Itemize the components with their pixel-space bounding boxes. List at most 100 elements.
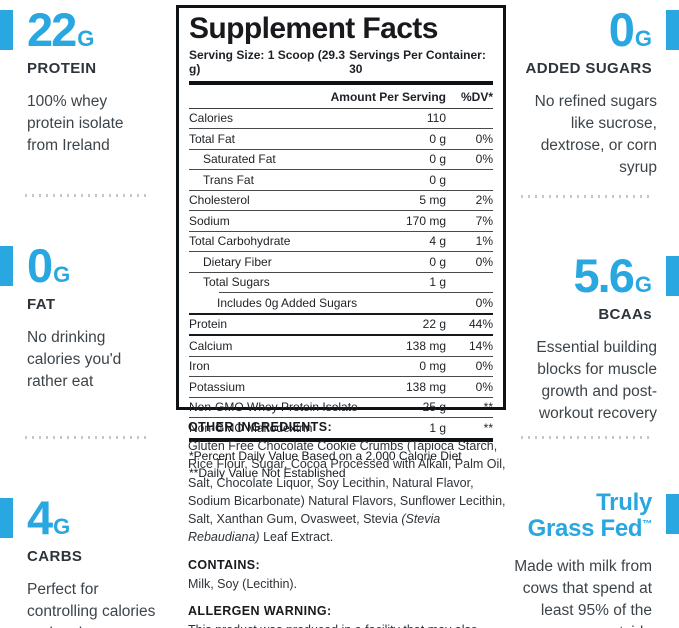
- stat-fat-number: 0 G: [27, 242, 170, 289]
- ingredients-text-end: Leaf Extract.: [259, 530, 334, 545]
- stat-grass-fed: Truly Grass Fed™ Made with milk from cow…: [509, 490, 652, 628]
- row-separator: [189, 210, 493, 211]
- row-separator: [189, 271, 493, 273]
- stat-description: Essential building blocks for muscle gro…: [536, 339, 657, 422]
- nutrient-amount: 5 mg: [419, 193, 446, 207]
- nutrient-row: Potassium 138 mg 0%: [189, 377, 493, 397]
- nutrient-name: Cholesterol: [189, 193, 250, 207]
- nutrient-dv: **: [483, 420, 493, 435]
- section-heading: CONTAINS:: [188, 557, 261, 572]
- nutrient-row: Dietary Fiber 0 g 0%: [189, 252, 493, 272]
- ingredients-text: Gluten Free Chocolate Cookie Crumbs (Tap…: [188, 439, 506, 526]
- nutrient-dv: 0%: [475, 254, 493, 269]
- nutrient-amount: 0 mg: [419, 359, 446, 373]
- nutrient-name: Trans Fat: [203, 172, 254, 187]
- thick-rule: [189, 437, 493, 442]
- nutrient-dv: 14%: [468, 338, 493, 353]
- accent-bar-carbs: [0, 498, 13, 538]
- stat-protein-number: 22 G: [27, 6, 170, 53]
- nutrient-amount: 138 mg: [405, 379, 446, 394]
- dotted-divider: [521, 195, 653, 198]
- stat-unit: G: [634, 26, 652, 51]
- nutrient-row: Cholesterol 5 mg 2%: [189, 191, 493, 211]
- section-body: This product was produced in a facility …: [188, 621, 508, 628]
- nutrient-name: Sodium: [189, 213, 230, 228]
- accent-bar-bcaas: [666, 256, 679, 296]
- stat-label: BCAAs: [598, 306, 652, 323]
- accent-bar-fat: [0, 246, 13, 286]
- stat-label: FAT: [27, 296, 56, 313]
- stat-value: 0: [27, 239, 53, 292]
- nutrient-name: Iron: [189, 359, 210, 373]
- stat-fat: 0 G FAT No drinking calories you'd rathe…: [27, 242, 170, 393]
- row-separator: [189, 334, 493, 336]
- nutrient-dv: 44%: [468, 317, 493, 331]
- stat-carbs-number: 4 G: [27, 494, 170, 541]
- nutrient-row: Total Fat 0 g 0%: [189, 129, 493, 149]
- section-heading: OTHER INGREDIENTS:: [188, 420, 333, 434]
- row-separator: [219, 292, 493, 293]
- footnotes: *Percent Daily Value Based on a 2,000 Ca…: [189, 442, 493, 483]
- nutrient-amount: 25 g: [422, 400, 446, 414]
- stat-value: 4: [27, 491, 53, 544]
- footnote-dv-basis: *Percent Daily Value Based on a 2,000 Ca…: [189, 448, 462, 463]
- nutrient-name: Non-GMO Whey Protein Isolate: [189, 400, 358, 414]
- nutrient-name: Calories: [189, 111, 234, 125]
- column-header-amount: Amount Per Serving: [330, 89, 446, 104]
- section-body: Gluten Free Chocolate Cookie Crumbs (Tap…: [188, 437, 508, 547]
- stat-label: ADDED SUGARS: [525, 60, 652, 77]
- footnote-dv-not-established: **Daily Value Not Established: [189, 465, 346, 480]
- nutrient-dv: 1%: [475, 234, 493, 248]
- stat-description: No refined sugars like sucrose, dextrose…: [534, 93, 657, 176]
- stat-bcaas-number: 5.6 G: [509, 252, 652, 299]
- nutrient-row: Trans Fat 0 g: [189, 170, 493, 190]
- nutrient-row: Sodium 170 mg 7%: [189, 211, 493, 231]
- nutrient-row: Saturated Fat 0 g 0%: [189, 150, 493, 170]
- stat-description: No drinking calories you'd rather eat: [27, 329, 122, 390]
- nutrient-row: Calcium 138 mg 14%: [189, 336, 493, 356]
- accent-bar-protein: [0, 10, 13, 50]
- stat-bcaas: 5.6 G BCAAs Essential building blocks fo…: [509, 252, 657, 425]
- nutrient-dv: 0%: [475, 131, 493, 146]
- nutrient-name: Protein: [189, 317, 228, 331]
- stat-unit: G: [77, 26, 95, 51]
- nutrient-dv: 0%: [475, 379, 493, 394]
- stat-value: 5.6: [573, 249, 635, 302]
- row-separator: [189, 128, 493, 129]
- nutrient-name: Potassium: [189, 379, 246, 394]
- row-separator: [189, 312, 493, 315]
- nutrient-amount: 0 g: [429, 131, 446, 146]
- nutrient-amount: 22 g: [422, 317, 446, 331]
- nutrient-name: Total Sugars: [203, 275, 270, 289]
- stat-carbs: 4 G CARBS Perfect for controlling calori…: [27, 494, 170, 628]
- nutrient-dv: 0%: [475, 152, 493, 166]
- section-heading: ALLERGEN WARNING:: [188, 603, 332, 618]
- accent-bar-grass-fed: [666, 494, 679, 534]
- row-separator: [189, 251, 493, 252]
- trademark-symbol: ™: [642, 518, 652, 530]
- info-sections: OTHER INGREDIENTS: Gluten Free Chocolate…: [188, 420, 508, 628]
- dotted-divider: [25, 194, 151, 197]
- nutrient-amount: 0 g: [429, 152, 446, 166]
- stat-unit: G: [634, 272, 652, 297]
- nutrient-row: Iron 0 mg 0%: [189, 357, 493, 377]
- ingredients-latin-name: (Stevia Rebaudiana): [188, 512, 441, 545]
- stat-description: 100% whey protein isolate from Ireland: [27, 93, 124, 154]
- stat-label: PROTEIN: [27, 60, 97, 77]
- column-header-dv: %DV*: [460, 89, 493, 104]
- contains-section: CONTAINS: Milk, Soy (Lecithin).: [188, 558, 508, 593]
- nutrient-amount: 110: [426, 111, 446, 125]
- nutrient-name: Total Fat: [189, 131, 236, 146]
- nutrient-dv: 2%: [475, 193, 493, 207]
- dotted-divider: [25, 436, 151, 439]
- grass-fed-title-line2: Grass Fed: [527, 514, 643, 542]
- nutrient-amount: 138 mg: [405, 338, 446, 353]
- allergen-warning-section: ALLERGEN WARNING: This product was produ…: [188, 604, 508, 628]
- nutrient-row: Includes 0g Added Sugars 0%: [189, 293, 493, 313]
- table-header-row: Amount Per Serving %DV*: [189, 85, 493, 108]
- row-separator: [189, 189, 493, 191]
- nutrient-row: Protein 22 g 44%: [189, 315, 493, 335]
- section-body: Milk, Soy (Lecithin).: [188, 576, 298, 591]
- nutrient-dv: 7%: [475, 213, 493, 228]
